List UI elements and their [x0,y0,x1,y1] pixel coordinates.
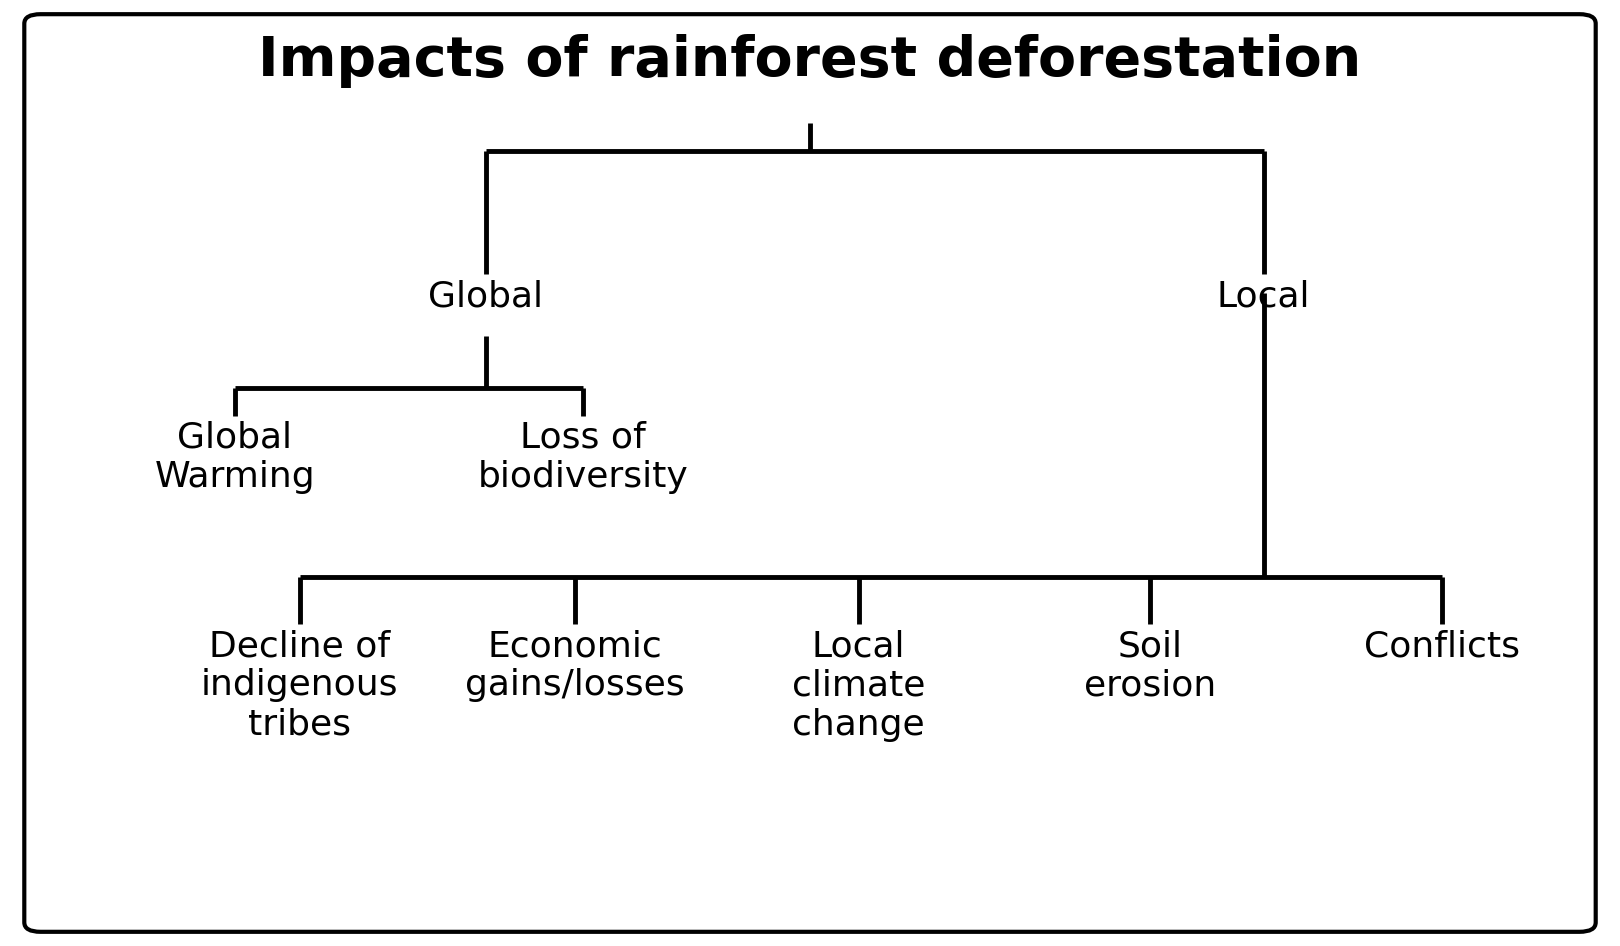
Text: Local
climate
change: Local climate change [792,629,925,742]
Text: Soil
erosion: Soil erosion [1084,629,1217,703]
Text: Local: Local [1217,279,1311,313]
Text: Conflicts: Conflicts [1364,629,1520,663]
Text: Impacts of rainforest deforestation: Impacts of rainforest deforestation [258,34,1362,89]
Text: Decline of
indigenous
tribes: Decline of indigenous tribes [201,629,399,742]
Text: Global: Global [429,279,543,313]
Text: Economic
gains/losses: Economic gains/losses [465,629,685,703]
Text: Global
Warming: Global Warming [154,421,316,495]
Text: Loss of
biodiversity: Loss of biodiversity [478,421,688,495]
